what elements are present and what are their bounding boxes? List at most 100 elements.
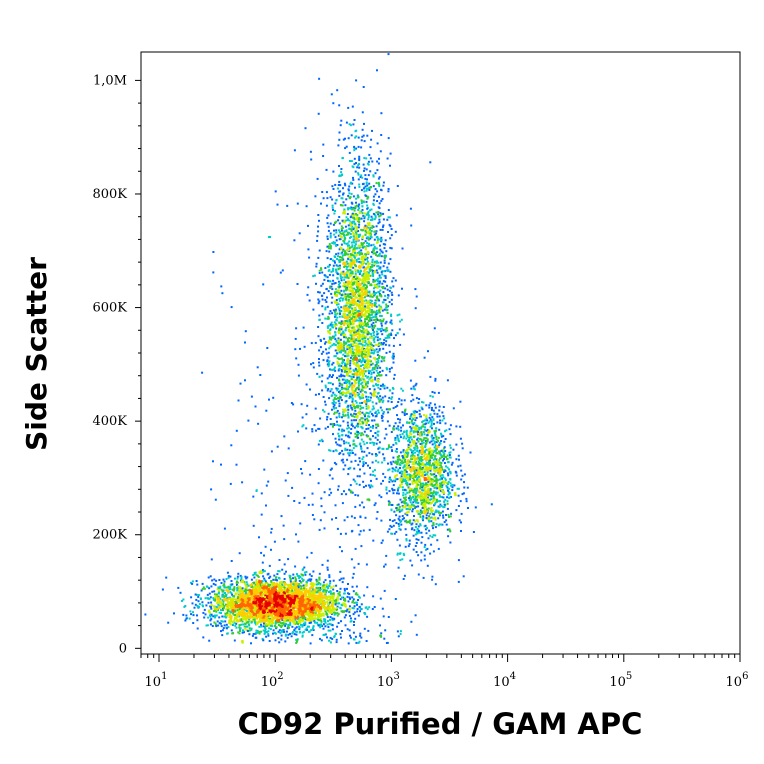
data-dot <box>270 581 273 584</box>
data-dot <box>384 243 387 246</box>
data-dot <box>340 620 342 623</box>
data-dot <box>298 609 301 612</box>
data-dot <box>294 591 297 594</box>
data-dot <box>321 614 324 617</box>
data-dot <box>257 613 260 616</box>
data-dot <box>332 598 335 601</box>
data-dot <box>279 597 282 600</box>
data-dot <box>275 602 278 604</box>
data-dot <box>244 602 247 605</box>
data-dot <box>222 578 225 581</box>
data-dot <box>363 627 366 630</box>
data-dot <box>355 236 358 239</box>
data-dot <box>343 589 346 592</box>
data-dot <box>272 632 274 635</box>
data-dot <box>320 268 323 271</box>
data-dot <box>305 584 308 587</box>
data-dot <box>309 608 312 611</box>
data-dot <box>363 450 366 453</box>
data-dot <box>273 598 276 601</box>
data-dot <box>247 610 250 613</box>
data-dot <box>328 336 331 339</box>
data-dot <box>330 491 333 494</box>
data-dot <box>284 640 287 643</box>
data-dot <box>347 600 350 603</box>
data-dot <box>228 619 231 622</box>
data-dot <box>349 196 352 199</box>
data-dot <box>331 595 334 598</box>
data-dot <box>341 581 344 584</box>
data-dot <box>217 592 220 595</box>
data-dot <box>344 387 347 390</box>
data-dot <box>348 151 351 154</box>
data-dot <box>191 602 194 605</box>
data-dot <box>249 601 252 603</box>
data-dot <box>349 322 352 325</box>
data-dot <box>344 603 347 606</box>
data-dot <box>259 593 262 596</box>
data-dot <box>330 611 333 614</box>
data-dot <box>282 629 285 631</box>
data-dot <box>263 577 266 580</box>
data-dot <box>334 282 337 284</box>
data-dot <box>270 604 273 607</box>
data-dot <box>363 324 366 327</box>
data-dot <box>295 640 298 643</box>
data-dot <box>351 373 354 376</box>
data-dot <box>351 182 354 185</box>
data-dot <box>253 573 256 576</box>
data-dot <box>351 307 353 310</box>
data-dot <box>280 638 283 641</box>
data-dot <box>264 601 267 604</box>
data-dot <box>256 581 259 584</box>
data-dot <box>356 593 359 596</box>
data-dot <box>286 602 289 605</box>
data-dot <box>268 591 270 594</box>
data-dot <box>315 265 318 268</box>
data-dot <box>390 431 393 433</box>
data-dot <box>312 605 315 608</box>
data-dot <box>363 347 366 350</box>
data-dot <box>326 583 328 586</box>
data-dot <box>350 413 352 416</box>
data-dot <box>395 466 398 469</box>
data-dot <box>365 182 368 185</box>
data-dot <box>389 286 392 289</box>
data-dot <box>231 601 234 603</box>
data-dot <box>317 302 320 305</box>
data-dot <box>370 335 373 338</box>
data-dot <box>216 597 219 600</box>
data-dot <box>299 616 302 619</box>
data-dot <box>238 594 241 597</box>
data-dot <box>223 586 226 589</box>
data-dot <box>317 589 320 592</box>
data-dot <box>231 583 234 586</box>
data-dot <box>247 584 250 587</box>
data-dot <box>349 484 352 487</box>
data-dot <box>305 588 308 591</box>
data-dot <box>379 624 381 627</box>
data-dot <box>350 257 353 260</box>
data-dot <box>377 162 380 165</box>
data-dot <box>298 577 301 580</box>
data-dot <box>210 607 213 610</box>
data-dot <box>320 614 323 617</box>
data-dot <box>376 336 379 339</box>
data-dot <box>260 630 263 633</box>
data-dot <box>281 594 284 597</box>
data-dot <box>275 612 278 615</box>
data-dot <box>262 625 265 628</box>
data-dot <box>288 587 291 590</box>
data-dot <box>261 620 264 623</box>
data-dot <box>321 305 324 308</box>
data-dot <box>294 623 297 625</box>
data-dot <box>292 597 294 599</box>
data-dot <box>319 618 322 620</box>
data-dot <box>353 216 356 219</box>
data-dot <box>291 625 294 628</box>
data-dot <box>303 616 306 619</box>
data-dot <box>295 641 298 644</box>
data-dot <box>374 321 377 323</box>
data-dot <box>256 597 259 600</box>
data-dot <box>319 593 322 596</box>
